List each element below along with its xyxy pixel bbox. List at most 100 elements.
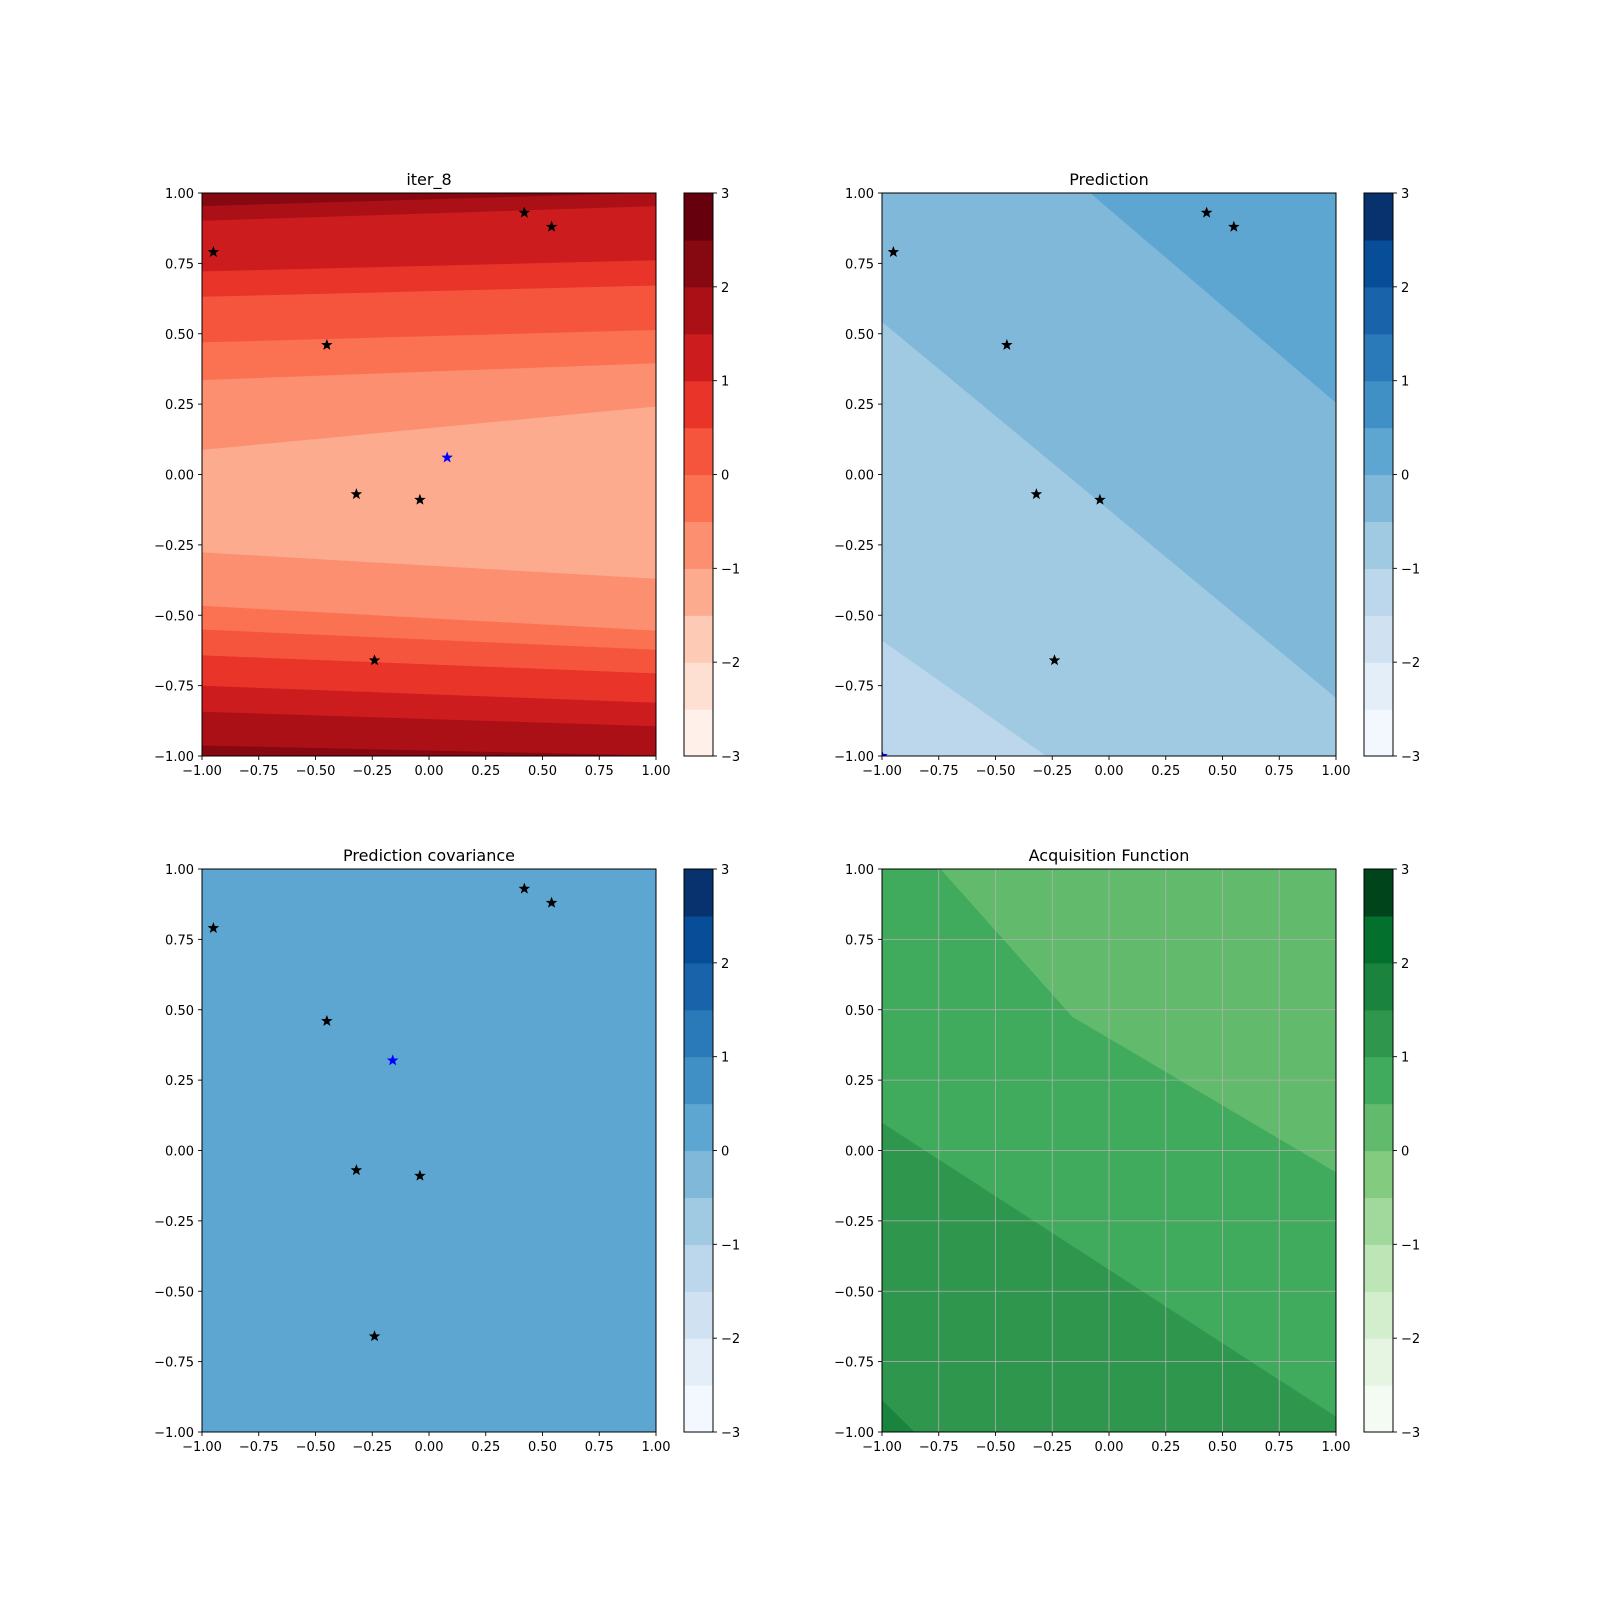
colorbar-segment xyxy=(684,286,713,335)
colorbar-segment xyxy=(684,869,713,917)
colorbar-segment xyxy=(684,474,713,523)
x-tick-label: 1.00 xyxy=(642,1440,671,1455)
x-tick-label: 0.00 xyxy=(415,764,444,779)
y-tick-label: −1.00 xyxy=(834,750,874,765)
contour-band xyxy=(202,869,656,1432)
sample-point-star xyxy=(321,338,333,350)
y-tick-label: 0.00 xyxy=(165,1145,194,1160)
sample-point-star xyxy=(368,654,381,666)
colorbar-segment xyxy=(684,1009,713,1058)
colorbar-segment xyxy=(1364,962,1393,1011)
colorbar: −3 −2 −1 0 1 2 3 xyxy=(683,187,740,765)
colorbar-tick-label: 0 xyxy=(721,1145,729,1160)
colorbar-segment xyxy=(684,709,713,757)
colorbar-segment xyxy=(1364,1338,1393,1386)
y-tick-label: −1.00 xyxy=(154,750,194,765)
y-tick-label: −0.75 xyxy=(834,680,874,695)
x-tick-label: −0.50 xyxy=(296,764,336,779)
sample-point-star xyxy=(545,896,558,908)
contour-band xyxy=(202,406,656,580)
sample-point-star xyxy=(350,488,363,500)
y-tick-label: 0.50 xyxy=(165,328,194,343)
subplot-1: iter_8 −1.00 −0.75 −0.50 −0.25 0.00 0.25 0.50 0.… xyxy=(154,170,740,779)
colorbar-tick-label: 0 xyxy=(1401,469,1409,484)
colorbar: −3 −2 −1 0 1 2 3 xyxy=(683,863,740,1441)
colorbar-segment xyxy=(684,1244,713,1292)
sample-point-star xyxy=(207,246,220,258)
sample-point-star xyxy=(1228,220,1240,232)
y-tick-label: −1.00 xyxy=(154,1426,194,1441)
y-tick-label: −0.75 xyxy=(154,680,194,695)
x-tick-label: 0.25 xyxy=(471,764,500,779)
contour-band xyxy=(202,311,656,344)
y-tick-label: 0.00 xyxy=(165,469,194,484)
colorbar-tick-label: 2 xyxy=(1401,957,1409,972)
colorbar-tick-label: −1 xyxy=(721,562,740,577)
x-tick-label: −1.00 xyxy=(182,1440,222,1455)
contour-band xyxy=(202,234,656,273)
colorbar-tick-label: 2 xyxy=(721,281,729,296)
x-tick-label: 0.75 xyxy=(1265,1440,1294,1455)
y-tick-label: 1.00 xyxy=(845,187,874,202)
colorbar-segment xyxy=(684,1291,713,1339)
sample-point-star xyxy=(414,1169,426,1181)
contour-band xyxy=(202,655,656,704)
colorbar-segment xyxy=(684,615,713,663)
colorbar: −3 −2 −1 0 1 2 3 xyxy=(1363,187,1420,765)
colorbar-segment xyxy=(1364,521,1393,569)
y-tick-label: −1.00 xyxy=(834,1426,874,1441)
contour-area xyxy=(202,193,656,756)
colorbar-segment xyxy=(684,568,713,616)
contour-band xyxy=(202,685,656,728)
sample-point-star xyxy=(1094,493,1106,505)
x-tick-label: −0.25 xyxy=(352,1440,392,1455)
subplot-title: Acquisition Function xyxy=(1029,846,1190,865)
sample-point-star xyxy=(350,1164,363,1176)
y-tick-label: 0.25 xyxy=(845,1074,874,1089)
colorbar-segment xyxy=(684,962,713,1011)
colorbar-tick-label: −3 xyxy=(721,1426,740,1441)
colorbar-tick-label: 3 xyxy=(721,863,729,878)
colorbar-segment xyxy=(1364,1103,1393,1152)
colorbar-tick-label: 2 xyxy=(721,957,729,972)
colorbar-segment xyxy=(684,1056,713,1105)
sample-point-star xyxy=(1001,338,1013,350)
subplot-3: Prediction covariance −1.00 −0.75 −0.50 −0.2… xyxy=(154,846,740,1455)
x-tick-label: 0.50 xyxy=(528,764,557,779)
colorbar-segment xyxy=(684,1385,713,1433)
colorbar-tick-label: 1 xyxy=(1401,1051,1409,1066)
x-tick-label: 0.25 xyxy=(471,1440,500,1455)
sample-point-star xyxy=(882,749,888,756)
sample-point-star xyxy=(386,1054,399,1066)
x-tick-label: −1.00 xyxy=(862,1440,902,1455)
x-tick-label: −0.25 xyxy=(352,764,392,779)
x-tick-label: −0.75 xyxy=(919,1440,959,1455)
x-tick-label: 0.50 xyxy=(1208,764,1237,779)
contour-band xyxy=(202,605,656,651)
x-tick-label: −0.75 xyxy=(239,764,279,779)
colorbar-tick-label: −1 xyxy=(721,1238,740,1253)
colorbar-segment xyxy=(1364,1385,1393,1433)
contour-area xyxy=(202,869,656,1432)
colorbar-segment xyxy=(1364,286,1393,335)
x-tick-label: −0.25 xyxy=(1032,1440,1072,1455)
y-tick-label: 0.00 xyxy=(845,1145,874,1160)
y-tick-label: −0.25 xyxy=(154,1215,194,1230)
colorbar-tick-label: −2 xyxy=(1401,656,1420,671)
y-tick-label: 0.25 xyxy=(845,398,874,413)
contour-band xyxy=(202,285,656,321)
colorbar-segment xyxy=(1364,1244,1393,1292)
subplot-title: Prediction xyxy=(1069,170,1148,189)
contour-area xyxy=(882,193,1336,756)
contour-band xyxy=(202,260,656,298)
sample-point-star xyxy=(414,493,426,505)
sample-point-star xyxy=(1200,206,1213,218)
colorbar-segment xyxy=(1364,568,1393,616)
y-tick-label: 0.75 xyxy=(165,933,194,948)
sample-point-star xyxy=(368,1330,381,1342)
contour-band xyxy=(202,711,656,749)
x-tick-label: −0.75 xyxy=(919,764,959,779)
sample-point-star xyxy=(518,206,531,218)
colorbar-tick-label: 1 xyxy=(1401,375,1409,390)
